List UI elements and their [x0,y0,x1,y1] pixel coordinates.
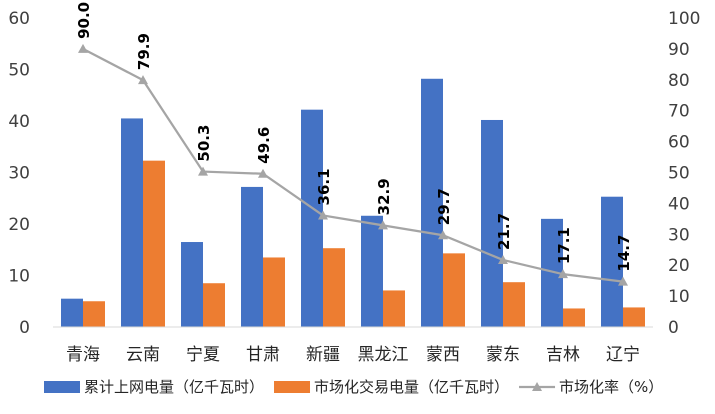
bar-market-2 [203,283,225,327]
y-right-tick-label: 20 [668,256,690,276]
x-category-label: 新疆 [306,345,340,365]
bar-market-3 [263,257,285,327]
x-category-label: 青海 [66,345,100,365]
x-category-label: 宁夏 [186,345,220,365]
y-right-tick-label: 50 [668,164,690,184]
y-left-tick-label: 60 [8,9,30,29]
y-right-tick-label: 0 [668,318,679,338]
x-category-label: 辽宁 [606,345,640,365]
bar-cumulative-4 [301,109,323,327]
legend-swatch-1 [274,381,311,393]
rate-marker-8 [558,269,568,279]
x-category-label: 蒙西 [426,345,460,365]
rate-marker-3 [258,168,268,178]
rate-data-label: 90.0 [75,2,93,39]
rate-data-label: 32.9 [375,178,393,215]
bars-layer [61,78,645,328]
rate-data-label: 36.1 [315,168,333,205]
rate-marker-5 [378,220,388,230]
y-right-tick-label: 10 [668,287,690,307]
legend-entry-label: 累计上网电量（亿千瓦时） [84,378,264,396]
rate-marker-7 [498,254,508,264]
y-right-tick-label: 100 [668,9,700,29]
y-right-tick-label: 70 [668,102,690,122]
x-category-label: 云南 [126,345,160,365]
legend-entry-label: 市场化率（%） [559,378,663,396]
x-category-label: 甘肃 [246,345,280,365]
bar-cumulative-0 [61,298,83,327]
y-left-tick-label: 0 [19,318,30,338]
x-category-label: 黑龙江 [358,345,409,365]
rate-line [82,47,624,283]
bar-cumulative-6 [421,78,443,328]
x-category-label: 蒙东 [486,345,520,365]
rate-data-label: 79.9 [135,33,153,70]
bar-market-7 [503,282,525,327]
y-right-tick-label: 90 [668,40,690,60]
y-right-tick-label: 80 [668,71,690,91]
bar-market-1 [143,160,165,327]
rate-marker-4 [318,210,328,220]
axes-layer: 0 10 20 30 40 50 60 0 10 20 30 40 50 60 70 80 90 100 青海 云南 宁… [8,9,700,365]
rate-marker-6 [438,230,448,240]
bar-market-8 [563,308,585,327]
rate-data-label: 17.1 [555,227,573,264]
bar-cumulative-3 [241,186,263,327]
y-left-tick-label: 40 [8,112,30,132]
bar-market-6 [443,253,465,327]
x-category-label: 吉林 [546,345,580,365]
rate-marker-9 [618,276,628,286]
y-right-tick-label: 60 [668,133,690,153]
rate-data-label: 49.6 [255,127,273,164]
legend-swatch-0 [44,381,80,393]
legend-entry-label: 市场化交易电量（亿千瓦时） [314,378,509,396]
bar-cumulative-5 [361,215,383,327]
bar-market-4 [323,248,345,327]
bar-market-5 [383,290,405,327]
y-right-tick-label: 30 [668,225,690,245]
bar-market-9 [623,307,645,327]
bar-market-0 [83,301,105,327]
y-left-tick-label: 20 [8,215,30,235]
legend: 累计上网电量（亿千瓦时） 市场化交易电量（亿千瓦时） 市场化率（%） [44,378,663,396]
bar-cumulative-2 [181,242,203,327]
legend-swatch-marker [532,382,543,391]
data-labels-layer: 90.0 79.9 50.3 49.6 36.1 32.9 29.7 21.7 17.1 14.7 [75,2,633,272]
rate-data-label: 50.3 [195,125,213,162]
y-right-tick-label: 40 [668,194,690,214]
rate-marker-2 [198,166,208,176]
y-left-tick-label: 30 [8,164,30,184]
rate-data-label: 21.7 [495,213,513,250]
bar-cumulative-8 [541,218,563,327]
y-left-tick-label: 10 [8,267,30,287]
rate-marker-0 [78,43,88,53]
rate-marker-1 [138,75,148,85]
bar-cumulative-7 [481,119,503,327]
rate-data-label: 29.7 [435,188,453,225]
bar-cumulative-9 [601,196,623,327]
bar-cumulative-1 [121,118,143,327]
line-layer [78,43,628,286]
y-left-tick-label: 50 [8,61,30,81]
rate-data-label: 14.7 [615,235,633,272]
